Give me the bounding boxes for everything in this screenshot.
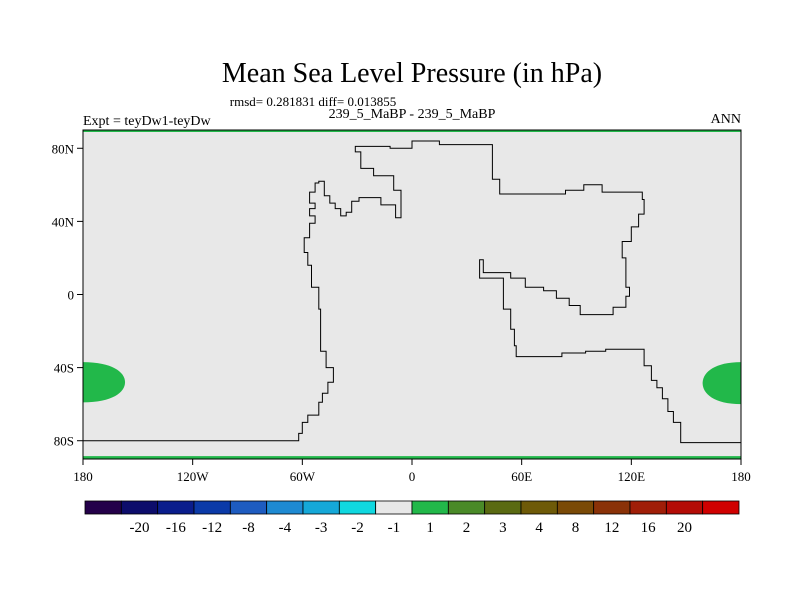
colorbar-label: -4 [279, 520, 292, 536]
colorbar-swatch [266, 500, 304, 515]
colorbar-label: 20 [677, 520, 692, 536]
colorbar-label: -8 [242, 520, 255, 536]
map-title: Mean Sea Level Pressure (in hPa) [222, 58, 602, 89]
stats-line: rmsd= 0.281831 diff= 0.013855 [230, 94, 396, 109]
lon-tick-label: 120E [618, 469, 646, 484]
lat-tick-label: 40S [54, 361, 74, 376]
map-background [83, 130, 741, 459]
colorbar-swatch [447, 500, 486, 515]
coastline [83, 140, 741, 444]
lon-tick-label: 60E [511, 469, 532, 484]
lat-tick-label: 80S [54, 434, 74, 449]
colorbar-label: 3 [499, 520, 507, 536]
colorbar-label: 8 [572, 520, 580, 536]
longitude-axis: 180 120W 60W 0 60E 120E 180 [73, 459, 751, 484]
colorbar-swatch [702, 500, 740, 515]
colorbar-label: -20 [130, 520, 150, 536]
lon-tick-label: 60W [290, 469, 316, 484]
lat-tick-label: 0 [68, 288, 75, 303]
colorbar-label: -2 [351, 520, 364, 536]
latitude-axis: 80N 40N 0 40S 80S [52, 141, 83, 449]
colorbar-label: 4 [535, 520, 543, 536]
lon-tick-label: 180 [731, 469, 751, 484]
colorbar-swatch [193, 500, 231, 515]
colorbar-label: -1 [388, 520, 401, 536]
colorbar-swatch [665, 500, 704, 515]
season-label: ANN [711, 112, 741, 127]
colorbar-swatch [484, 500, 522, 515]
colorbar-swatch [629, 500, 667, 515]
colorbar-swatch [84, 500, 122, 515]
case-label: 239_5_MaBP - 239_5_MaBP [329, 107, 496, 122]
colorbar-label: -16 [166, 520, 186, 536]
colorbar-label: 12 [604, 520, 619, 536]
colorbar-label: 1 [426, 520, 434, 536]
anomaly-region-2 [702, 362, 741, 405]
anomaly-region-1 [83, 362, 126, 403]
colorbar-swatch [338, 500, 377, 515]
colorbar-swatch [120, 500, 159, 515]
map-panel [83, 130, 741, 459]
lat-tick-label: 40N [52, 214, 75, 229]
lon-tick-label: 120W [177, 469, 210, 484]
colorbar-label: -3 [315, 520, 328, 536]
colorbar-swatch [302, 500, 340, 515]
colorbar-label: -12 [202, 520, 222, 536]
lat-tick-label: 80N [52, 141, 75, 156]
lon-tick-label: 0 [409, 469, 416, 484]
colorbar-swatch [556, 500, 595, 515]
lon-tick-label: 180 [73, 469, 93, 484]
colorbar: -20 -16 -12 -8 -4 -3 -2 -1 1 2 3 4 8 12 16 20 [84, 500, 740, 536]
expt-label: Expt = teyDw1-teyDw [83, 114, 212, 129]
colorbar-swatch [411, 500, 449, 515]
colorbar-swatch [593, 500, 631, 515]
anomaly-region-4 [83, 456, 741, 459]
colorbar-label: 2 [463, 520, 471, 536]
colorbar-swatch [375, 500, 413, 515]
colorbar-swatch [157, 500, 195, 515]
colorbar-swatch [229, 500, 268, 515]
colorbar-swatch [520, 500, 558, 515]
colorbar-label: 16 [641, 520, 657, 536]
